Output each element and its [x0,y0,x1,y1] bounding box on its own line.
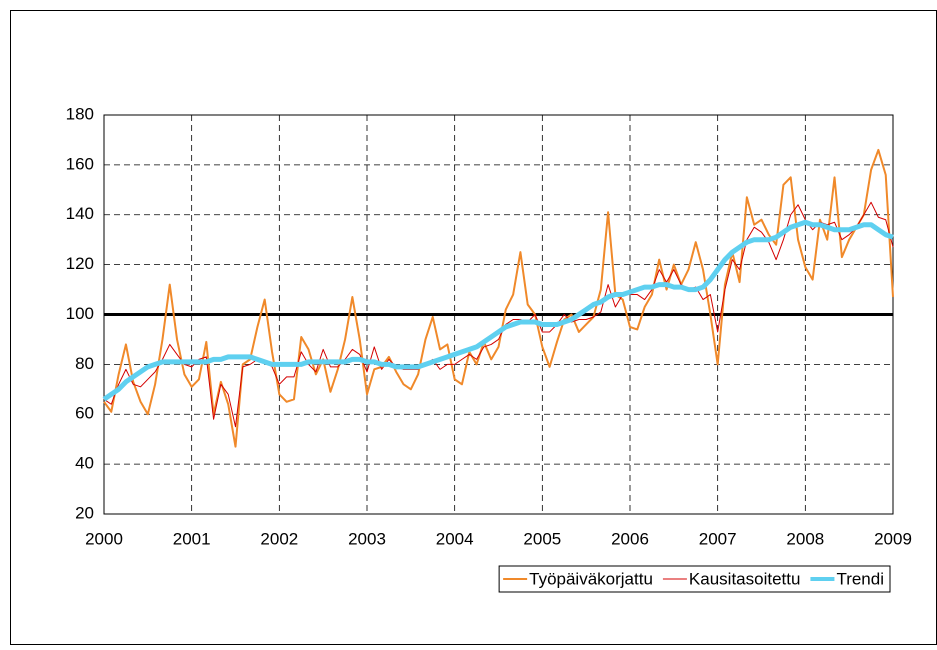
series-line [103,148,894,448]
legend-label: Trendi [836,569,884,588]
legend-label: Kausitasoitettu [689,569,801,588]
series-line [103,201,894,428]
x-tick-label: 2001 [173,529,211,548]
x-tick-label: 2006 [611,529,649,548]
y-tick-label: 60 [75,404,94,423]
frame [10,10,937,645]
y-tick-label: 100 [66,304,94,323]
series-line [102,219,894,402]
y-tick-label: 40 [75,454,94,473]
x-tick-label: 2003 [348,529,386,548]
legend-label: Työpäiväkorjattu [529,569,653,588]
x-tick-label: 2000 [85,529,123,548]
y-tick-label: 180 [66,104,94,123]
x-tick-label: 2007 [699,529,737,548]
x-tick-label: 2004 [436,529,474,548]
y-tick-label: 160 [66,154,94,173]
legend: Työpäiväkorjattu Kausitasoitettu Trendi [498,565,891,593]
y-tick-label: 80 [75,354,94,373]
legend-box [498,565,891,593]
y-tick-label: 120 [66,254,94,273]
x-tick-label: 2005 [523,529,561,548]
x-tick-label: 2009 [874,529,912,548]
y-tick-label: 140 [66,204,94,223]
x-tick-label: 2008 [786,529,824,548]
x-tick-label: 2002 [260,529,298,548]
y-tick-label: 20 [75,503,94,522]
